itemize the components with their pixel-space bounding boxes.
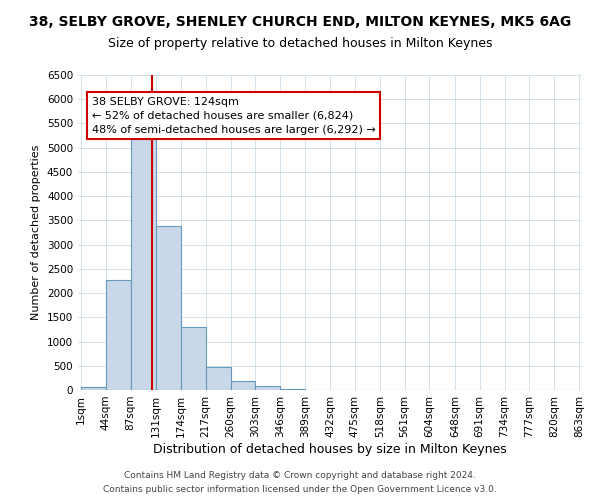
Text: 38, SELBY GROVE, SHENLEY CHURCH END, MILTON KEYNES, MK5 6AG: 38, SELBY GROVE, SHENLEY CHURCH END, MIL… (29, 15, 571, 29)
Bar (156, 226, 181, 390)
Bar (81, 387, 106, 390)
Text: 38 SELBY GROVE: 124sqm
← 52% of detached houses are smaller (6,824)
48% of semi-: 38 SELBY GROVE: 124sqm ← 52% of detached… (92, 97, 376, 135)
Text: Contains HM Land Registry data © Crown copyright and database right 2024.: Contains HM Land Registry data © Crown c… (124, 472, 476, 480)
Text: Size of property relative to detached houses in Milton Keynes: Size of property relative to detached ho… (108, 38, 492, 51)
Bar (206, 366, 230, 390)
Text: Contains public sector information licensed under the Open Government Licence v3: Contains public sector information licen… (103, 484, 497, 494)
Y-axis label: Number of detached properties: Number of detached properties (31, 145, 41, 320)
Bar (106, 280, 131, 390)
Bar (256, 386, 280, 390)
X-axis label: Distribution of detached houses by size in Milton Keynes: Distribution of detached houses by size … (153, 442, 507, 456)
Bar (181, 326, 206, 390)
Bar (230, 381, 256, 390)
Bar (280, 388, 305, 390)
Bar (131, 127, 156, 390)
